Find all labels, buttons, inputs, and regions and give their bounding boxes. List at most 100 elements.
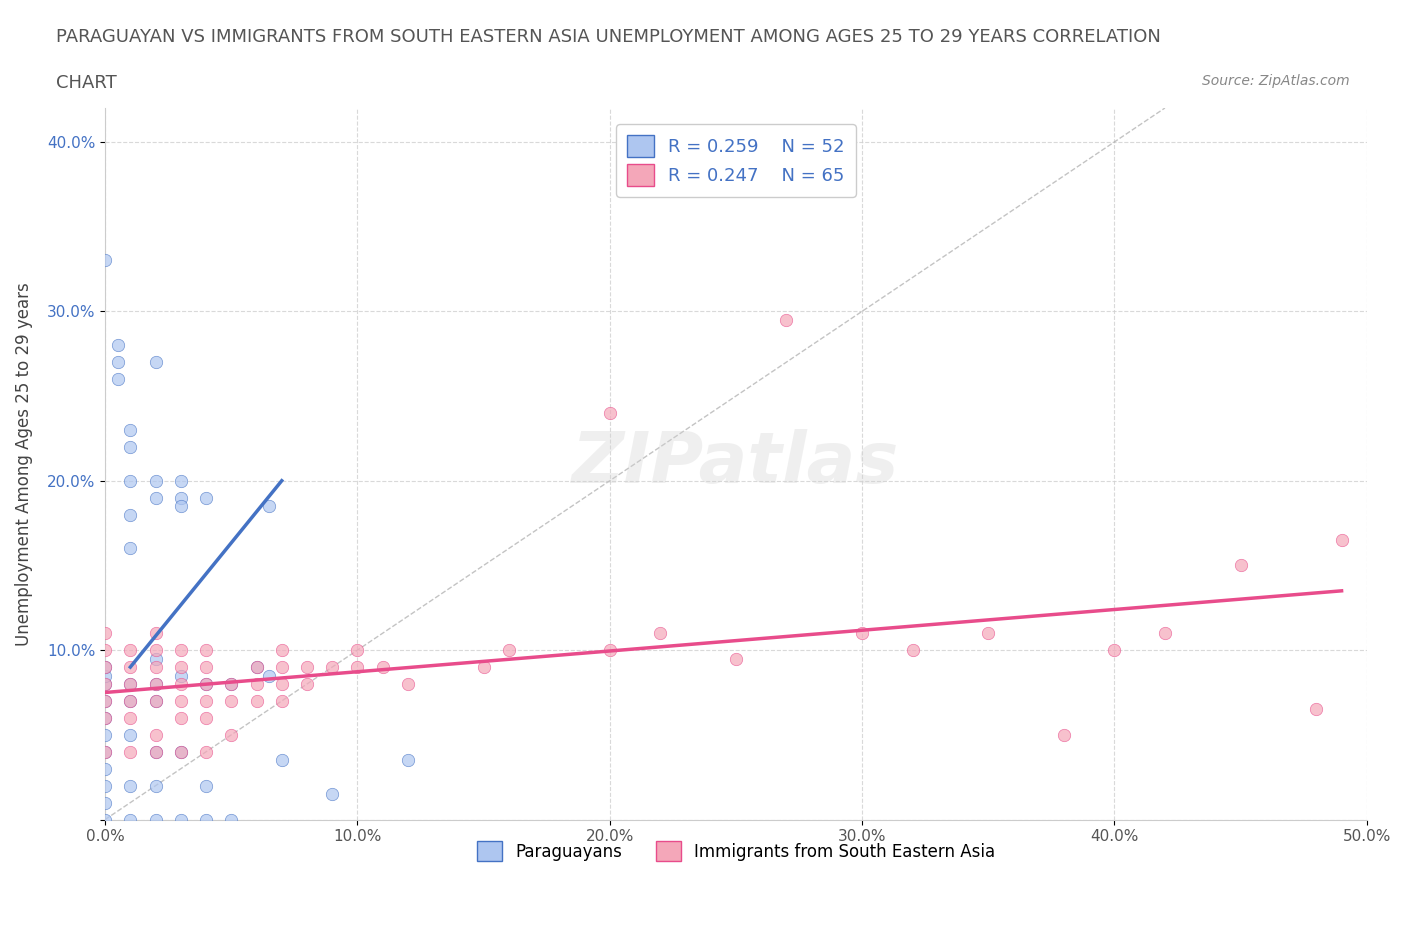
Point bbox=[107, 354, 129, 369]
Point bbox=[472, 659, 495, 674]
Point bbox=[120, 812, 142, 827]
Point bbox=[120, 473, 142, 488]
Point bbox=[396, 676, 419, 691]
Point bbox=[94, 727, 117, 742]
Point bbox=[1053, 727, 1076, 742]
Point bbox=[145, 643, 167, 658]
Point bbox=[977, 626, 1000, 641]
Text: ZIPatlas: ZIPatlas bbox=[572, 430, 900, 498]
Point bbox=[94, 762, 117, 777]
Point bbox=[219, 727, 242, 742]
Point bbox=[120, 694, 142, 709]
Point bbox=[195, 676, 218, 691]
Point bbox=[775, 312, 797, 327]
Point bbox=[245, 659, 267, 674]
Point bbox=[295, 659, 318, 674]
Point bbox=[219, 694, 242, 709]
Point bbox=[94, 676, 117, 691]
Point bbox=[145, 473, 167, 488]
Text: PARAGUAYAN VS IMMIGRANTS FROM SOUTH EASTERN ASIA UNEMPLOYMENT AMONG AGES 25 TO 2: PARAGUAYAN VS IMMIGRANTS FROM SOUTH EAST… bbox=[56, 28, 1161, 46]
Point bbox=[94, 694, 117, 709]
Point bbox=[219, 676, 242, 691]
Point bbox=[120, 727, 142, 742]
Point bbox=[170, 711, 193, 725]
Point bbox=[195, 694, 218, 709]
Point bbox=[145, 354, 167, 369]
Point bbox=[1305, 702, 1327, 717]
Point bbox=[94, 659, 117, 674]
Point bbox=[94, 668, 117, 683]
Point bbox=[170, 694, 193, 709]
Point bbox=[145, 651, 167, 666]
Point bbox=[94, 676, 117, 691]
Point bbox=[170, 659, 193, 674]
Point bbox=[1229, 558, 1251, 573]
Point bbox=[94, 659, 117, 674]
Point bbox=[599, 405, 621, 420]
Point bbox=[170, 643, 193, 658]
Point bbox=[120, 541, 142, 556]
Point bbox=[120, 744, 142, 759]
Point bbox=[724, 651, 747, 666]
Point bbox=[219, 812, 242, 827]
Point bbox=[120, 676, 142, 691]
Point bbox=[120, 778, 142, 793]
Point bbox=[170, 812, 193, 827]
Point bbox=[170, 490, 193, 505]
Point bbox=[270, 752, 292, 767]
Point bbox=[145, 744, 167, 759]
Point bbox=[321, 787, 343, 802]
Point bbox=[257, 498, 280, 513]
Point bbox=[170, 498, 193, 513]
Point bbox=[498, 643, 520, 658]
Point bbox=[145, 676, 167, 691]
Point bbox=[195, 643, 218, 658]
Point bbox=[650, 626, 672, 641]
Point bbox=[94, 253, 117, 268]
Point bbox=[270, 676, 292, 691]
Point bbox=[94, 694, 117, 709]
Point bbox=[94, 626, 117, 641]
Point bbox=[257, 668, 280, 683]
Point bbox=[94, 795, 117, 810]
Point bbox=[94, 744, 117, 759]
Legend: Paraguayans, Immigrants from South Eastern Asia: Paraguayans, Immigrants from South Easte… bbox=[470, 834, 1001, 868]
Point bbox=[120, 694, 142, 709]
Point bbox=[120, 676, 142, 691]
Text: CHART: CHART bbox=[56, 74, 117, 92]
Point bbox=[94, 744, 117, 759]
Point bbox=[120, 507, 142, 522]
Point bbox=[145, 694, 167, 709]
Point bbox=[170, 744, 193, 759]
Point bbox=[145, 626, 167, 641]
Point bbox=[120, 711, 142, 725]
Point bbox=[94, 812, 117, 827]
Point bbox=[195, 711, 218, 725]
Point bbox=[901, 643, 924, 658]
Point bbox=[195, 490, 218, 505]
Point bbox=[145, 778, 167, 793]
Y-axis label: Unemployment Among Ages 25 to 29 years: Unemployment Among Ages 25 to 29 years bbox=[15, 282, 32, 645]
Point bbox=[170, 744, 193, 759]
Point bbox=[396, 752, 419, 767]
Point bbox=[195, 744, 218, 759]
Point bbox=[219, 676, 242, 691]
Point bbox=[145, 744, 167, 759]
Point bbox=[170, 668, 193, 683]
Point bbox=[195, 659, 218, 674]
Point bbox=[120, 659, 142, 674]
Point bbox=[851, 626, 873, 641]
Point bbox=[1154, 626, 1177, 641]
Point bbox=[245, 694, 267, 709]
Point bbox=[270, 659, 292, 674]
Point bbox=[195, 676, 218, 691]
Point bbox=[170, 676, 193, 691]
Point bbox=[245, 676, 267, 691]
Point bbox=[346, 659, 368, 674]
Point bbox=[145, 676, 167, 691]
Point bbox=[145, 694, 167, 709]
Point bbox=[321, 659, 343, 674]
Point bbox=[1330, 533, 1353, 548]
Point bbox=[599, 643, 621, 658]
Text: Source: ZipAtlas.com: Source: ZipAtlas.com bbox=[1202, 74, 1350, 88]
